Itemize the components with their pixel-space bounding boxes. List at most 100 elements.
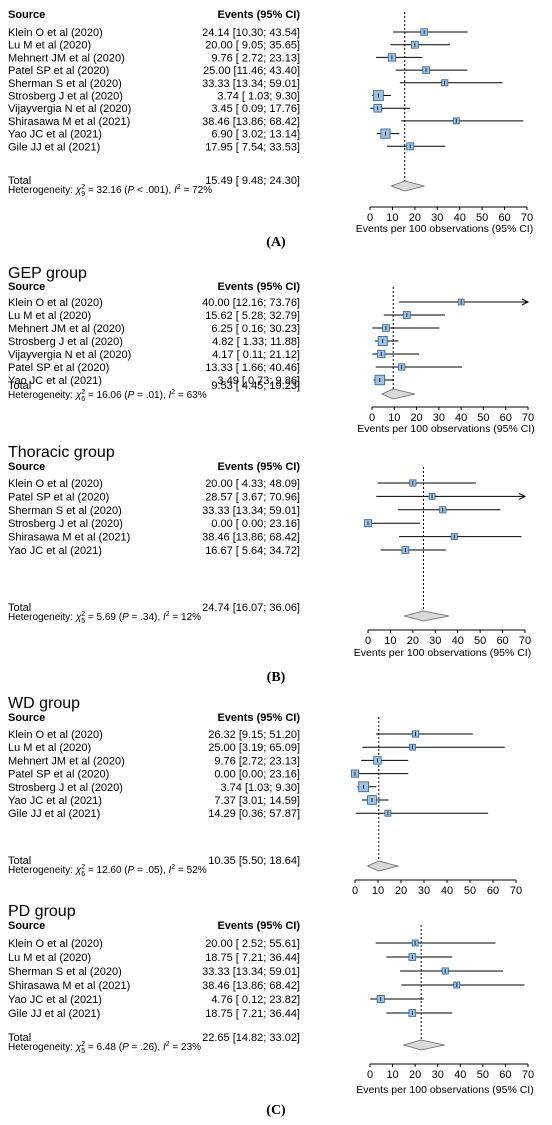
column-header-events: Events (95% CI) xyxy=(217,920,300,932)
heterogeneity-part: 5 xyxy=(81,1048,85,1055)
heterogeneity-part: Heterogeneity: xyxy=(8,1042,76,1053)
x-tick-label: 70 xyxy=(510,885,522,897)
study-source: Klein O et al (2020) xyxy=(8,27,103,39)
study-events: 7.37 [3.01; 14.59] xyxy=(214,795,300,807)
study-source: Vijayvergia N et al (2020) xyxy=(8,103,131,115)
heterogeneity-part: P xyxy=(122,1042,129,1053)
study-events: 20.00 [ 4.33; 48.09] xyxy=(205,478,300,490)
x-tick-label: 60 xyxy=(487,885,499,897)
study-events: 4.82 [ 1.33; 11.88] xyxy=(212,336,300,348)
heterogeneity-part: 2 xyxy=(166,1041,170,1048)
study-events: 33.33 [13.34; 59.01] xyxy=(202,78,300,90)
study-events: 40.00 [12.16; 73.76] xyxy=(202,297,300,309)
study-events: 20.00 [ 9.05; 35.65] xyxy=(205,40,300,52)
study-source: Yao JC et al (2021) xyxy=(8,795,102,807)
x-tick-label: 70 xyxy=(519,635,531,647)
ci-arrow xyxy=(521,298,530,306)
study-events: 3.74 [1.03; 9.30] xyxy=(220,782,300,794)
total-label: Total xyxy=(8,855,31,867)
group-title: GEP group xyxy=(8,265,87,282)
heterogeneity-part: I xyxy=(169,390,172,401)
study-source: Sherman S et al (2020) xyxy=(8,505,122,517)
heterogeneity-part: P xyxy=(128,865,135,876)
heterogeneity-part: = .01), xyxy=(134,390,168,401)
study-source: Gile JJ et al (2021) xyxy=(8,1008,100,1020)
heterogeneity-part: χ xyxy=(75,185,82,196)
study-source: Klein O et al (2020) xyxy=(8,938,103,950)
study-events: 25.00 [11.46; 43.40] xyxy=(203,65,300,77)
study-events: 3.49 [ 0.73; 9.86] xyxy=(217,375,300,387)
study-events: 16.67 [ 5.64; 34.72] xyxy=(205,545,300,557)
study-source: Klein O et al (2020) xyxy=(8,478,103,490)
heterogeneity-part: 9 xyxy=(81,191,85,198)
pooled-diamond xyxy=(401,1039,445,1051)
x-tick-label: 40 xyxy=(454,212,466,224)
study-source: Sherman S et al (2020) xyxy=(8,78,122,90)
heterogeneity-part: Heterogeneity: xyxy=(8,612,76,623)
heterogeneity-text: Heterogeneity: χ52 = 6.48 (P = .26), I2 … xyxy=(8,1041,201,1055)
heterogeneity-part: 6 xyxy=(81,396,85,403)
x-tick-label: 20 xyxy=(409,1069,421,1081)
x-tick-label: 60 xyxy=(499,1069,511,1081)
total-label: Total xyxy=(8,602,31,614)
pooled-diamond xyxy=(390,180,425,192)
study-events: 28.57 [ 3.67; 70.96] xyxy=(205,491,300,503)
study-source: Strosberg J et al (2020) xyxy=(8,782,123,794)
total-events: 24.74 [16.07; 36.06] xyxy=(202,602,300,614)
x-tick-label: 40 xyxy=(452,635,464,647)
study-source: Lu M et al (2020) xyxy=(8,310,91,322)
study-source: Patel SP et al (2020) xyxy=(8,769,109,781)
heterogeneity-part: 2 xyxy=(166,611,170,618)
study-events: 6.25 [ 0.16; 30.23] xyxy=(211,323,300,335)
x-tick-label: 70 xyxy=(521,212,533,224)
heterogeneity-part: 2 xyxy=(81,611,85,618)
heterogeneity-part: 2 xyxy=(177,184,181,191)
column-header-events: Events (95% CI) xyxy=(217,281,300,293)
x-tick-label: 50 xyxy=(474,635,486,647)
study-events: 13.33 [ 1.66; 40.46] xyxy=(205,362,300,374)
heterogeneity-part: 2 xyxy=(171,864,175,871)
heterogeneity-part: χ xyxy=(75,1042,82,1053)
x-axis-label: Events per 100 observations (95% CI) xyxy=(356,223,533,235)
column-header-source: Source xyxy=(8,281,45,293)
heterogeneity-text: Heterogeneity: χ92 = 32.16 (P < .001), I… xyxy=(8,184,212,198)
study-source: Yao JC et al (2021) xyxy=(8,545,102,557)
study-events: 26.32 [9.15; 51.20] xyxy=(208,729,300,741)
heterogeneity-part: = 32.16 ( xyxy=(85,185,128,196)
x-tick-label: 50 xyxy=(464,885,476,897)
heterogeneity-part: 2 xyxy=(81,389,85,396)
column-header-events: Events (95% CI) xyxy=(217,461,300,473)
heterogeneity-part: = .34), xyxy=(129,612,163,623)
x-tick-label: 60 xyxy=(498,212,510,224)
study-source: Klein O et al (2020) xyxy=(8,297,103,309)
x-tick-label: 10 xyxy=(372,885,384,897)
study-events: 3.45 [ 0.09; 17.76] xyxy=(211,103,300,115)
study-source: Klein O et al (2020) xyxy=(8,729,103,741)
study-source: Yao JC et al (2021) xyxy=(8,994,102,1006)
x-tick-label: 60 xyxy=(500,412,512,424)
x-tick-label: 50 xyxy=(477,412,489,424)
x-tick-label: 30 xyxy=(431,212,443,224)
heterogeneity-part: 2 xyxy=(81,184,85,191)
total-label: Total xyxy=(8,380,31,392)
study-events: 20.00 [ 2.52; 55.61] xyxy=(205,938,300,950)
total-label: Total xyxy=(8,175,31,187)
study-events: 0.00 [0.00; 23.16] xyxy=(214,769,300,781)
heterogeneity-part: < .001), xyxy=(134,185,174,196)
study-events: 24.14 [10.30; 43.54] xyxy=(202,27,300,39)
x-tick-label: 20 xyxy=(409,212,421,224)
study-source: Mehnert JM et al (2020) xyxy=(8,323,125,335)
study-events: 0.00 [ 0.00; 23.16] xyxy=(211,518,300,530)
study-events: 15.62 [ 5.28; 32.79] xyxy=(205,310,300,322)
study-source: Lu M et al (2020) xyxy=(8,742,91,754)
heterogeneity-part: P xyxy=(128,390,135,401)
column-header-events: Events (95% CI) xyxy=(217,9,300,21)
x-tick-label: 10 xyxy=(388,412,400,424)
study-source: Lu M et al (2020) xyxy=(8,952,91,964)
heterogeneity-part: Heterogeneity: xyxy=(8,185,76,196)
heterogeneity-part: = .05), xyxy=(134,865,168,876)
panel-label-b: (B) xyxy=(267,670,286,685)
total-events: 10.35 [5.50; 18.64] xyxy=(208,855,300,867)
study-source: Yao JC et al (2021) xyxy=(8,375,102,387)
